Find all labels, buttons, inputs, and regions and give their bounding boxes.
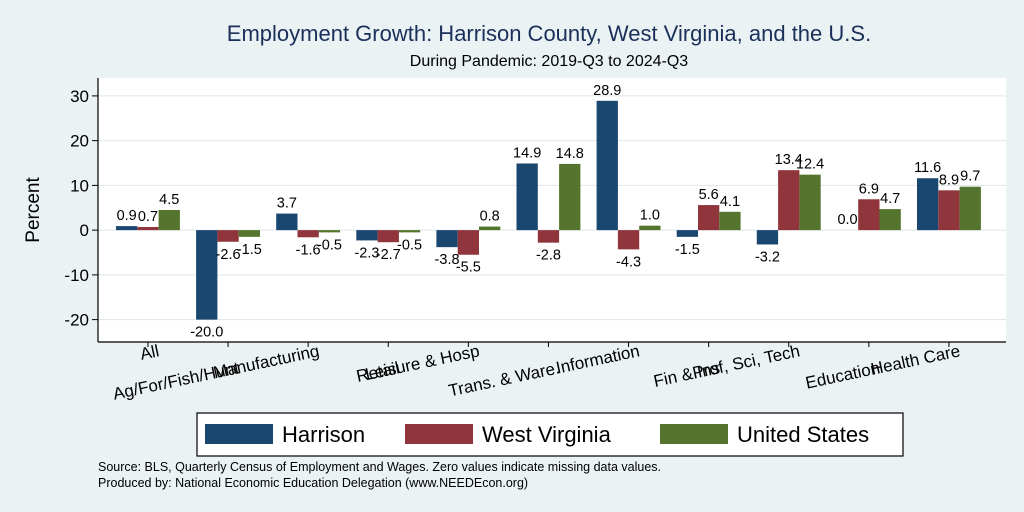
bar-west-virginia xyxy=(938,190,960,231)
legend-label: United States xyxy=(737,422,869,447)
bar-harrison xyxy=(196,230,218,320)
data-label: 12.4 xyxy=(796,157,824,173)
legend-swatch xyxy=(660,424,728,444)
bar-harrison xyxy=(356,230,378,241)
legend-swatch xyxy=(205,424,273,444)
footnote: Source: BLS, Quarterly Census of Employm… xyxy=(98,460,661,474)
data-label: -2.8 xyxy=(536,248,561,264)
data-label: 1.0 xyxy=(640,208,660,224)
y-tick-label: 0 xyxy=(80,221,89,240)
data-label: -1.6 xyxy=(296,242,321,258)
bar-west-virginia xyxy=(617,230,640,250)
bar-united-states xyxy=(479,226,501,231)
footnotes: Source: BLS, Quarterly Census of Employm… xyxy=(98,460,661,490)
bar-west-virginia xyxy=(217,230,239,242)
data-label: 9.7 xyxy=(960,169,980,185)
data-label: 11.6 xyxy=(914,160,941,176)
data-label: 4.1 xyxy=(720,194,740,210)
data-label: 4.7 xyxy=(880,191,900,207)
y-tick-label: 30 xyxy=(70,87,89,106)
data-label: 0.9 xyxy=(117,208,137,224)
data-label: -3.8 xyxy=(435,252,460,268)
bar-united-states xyxy=(158,210,180,231)
category-label: Prof, Sci, Tech xyxy=(691,341,802,382)
bar-west-virginia xyxy=(858,199,880,231)
data-label: 0.0 xyxy=(837,212,857,228)
bar-west-virginia xyxy=(137,227,159,231)
bar-united-states xyxy=(719,211,741,231)
data-label: 4.5 xyxy=(159,192,179,208)
data-label: 3.7 xyxy=(277,196,297,212)
data-labels-layer: 0.9 0.74.5-20.0-2.6-1.53.7-1.6-0.5-2.3-2.… xyxy=(117,83,981,341)
legend-box xyxy=(196,412,904,457)
bar-united-states xyxy=(238,230,260,237)
data-label: 6.9 xyxy=(859,181,879,197)
data-label: -2.7 xyxy=(376,247,401,263)
data-label: -1.5 xyxy=(237,242,262,258)
plot-area xyxy=(98,78,1006,342)
y-axis: 30 20 10 0 -10 -20 xyxy=(64,78,99,342)
bar-harrison xyxy=(596,100,618,231)
y-tick-label: 10 xyxy=(70,176,89,195)
bar-west-virginia xyxy=(297,230,319,238)
data-label: -20.0 xyxy=(190,325,223,341)
legend-label: West Virginia xyxy=(482,422,612,447)
bar-united-states xyxy=(559,163,581,231)
footnote: Produced by: National Economic Education… xyxy=(98,476,528,490)
data-label: 13.4 xyxy=(775,152,803,168)
bar-west-virginia xyxy=(698,205,720,231)
bar-harrison xyxy=(917,178,939,231)
category-label: Trans. & Ware. xyxy=(447,358,562,400)
bar-united-states xyxy=(318,230,341,233)
bar-united-states xyxy=(799,174,821,231)
chart-title: Employment Growth: Harrison County, West… xyxy=(227,21,871,46)
bar-harrison xyxy=(756,230,779,245)
data-label: 0.7 xyxy=(138,209,158,225)
data-label: -5.5 xyxy=(456,260,481,276)
data-label: -0.5 xyxy=(317,237,342,253)
data-label: 28.9 xyxy=(593,83,621,99)
data-label: -2.3 xyxy=(354,245,379,261)
bar-west-virginia xyxy=(537,230,560,243)
data-label: -1.5 xyxy=(675,242,700,258)
y-axis-label: Percent xyxy=(23,177,44,243)
legend-label: Harrison xyxy=(282,422,365,447)
data-label: -4.3 xyxy=(616,254,641,270)
bar-harrison xyxy=(516,163,538,231)
bar-united-states xyxy=(879,209,901,231)
bar-west-virginia xyxy=(457,230,479,255)
bar-west-virginia xyxy=(778,170,800,231)
bar-harrison xyxy=(436,230,458,248)
bar-united-states xyxy=(959,186,981,231)
data-label: 14.8 xyxy=(556,146,584,162)
bar-harrison xyxy=(116,226,138,231)
data-label: 5.6 xyxy=(699,187,719,203)
category-label: All xyxy=(138,341,160,364)
data-label: -3.2 xyxy=(755,249,780,265)
data-label: -0.5 xyxy=(397,237,422,253)
category-label: Health Care xyxy=(869,341,962,378)
bar-west-virginia xyxy=(377,230,399,243)
y-tick-label: -10 xyxy=(64,266,89,285)
chart-subtitle: During Pandemic: 2019-Q3 to 2024-Q3 xyxy=(410,53,688,70)
y-tick-label: 20 xyxy=(70,132,89,151)
bar-united-states xyxy=(639,225,661,231)
data-label: 0.8 xyxy=(480,209,500,225)
bar-harrison xyxy=(276,213,298,231)
y-tick-label: -20 xyxy=(64,311,89,330)
legend-swatch xyxy=(405,424,473,444)
data-label: 14.9 xyxy=(513,145,541,161)
data-label: -2.6 xyxy=(216,247,241,263)
bars-layer xyxy=(116,100,981,320)
category-label: Information xyxy=(554,341,641,377)
bar-united-states xyxy=(398,230,421,233)
legend: Harrison West Virginia United States xyxy=(196,412,904,457)
category-label: Manufacturing xyxy=(212,341,321,382)
bar-harrison xyxy=(676,230,698,237)
data-label: 8.9 xyxy=(939,172,959,188)
